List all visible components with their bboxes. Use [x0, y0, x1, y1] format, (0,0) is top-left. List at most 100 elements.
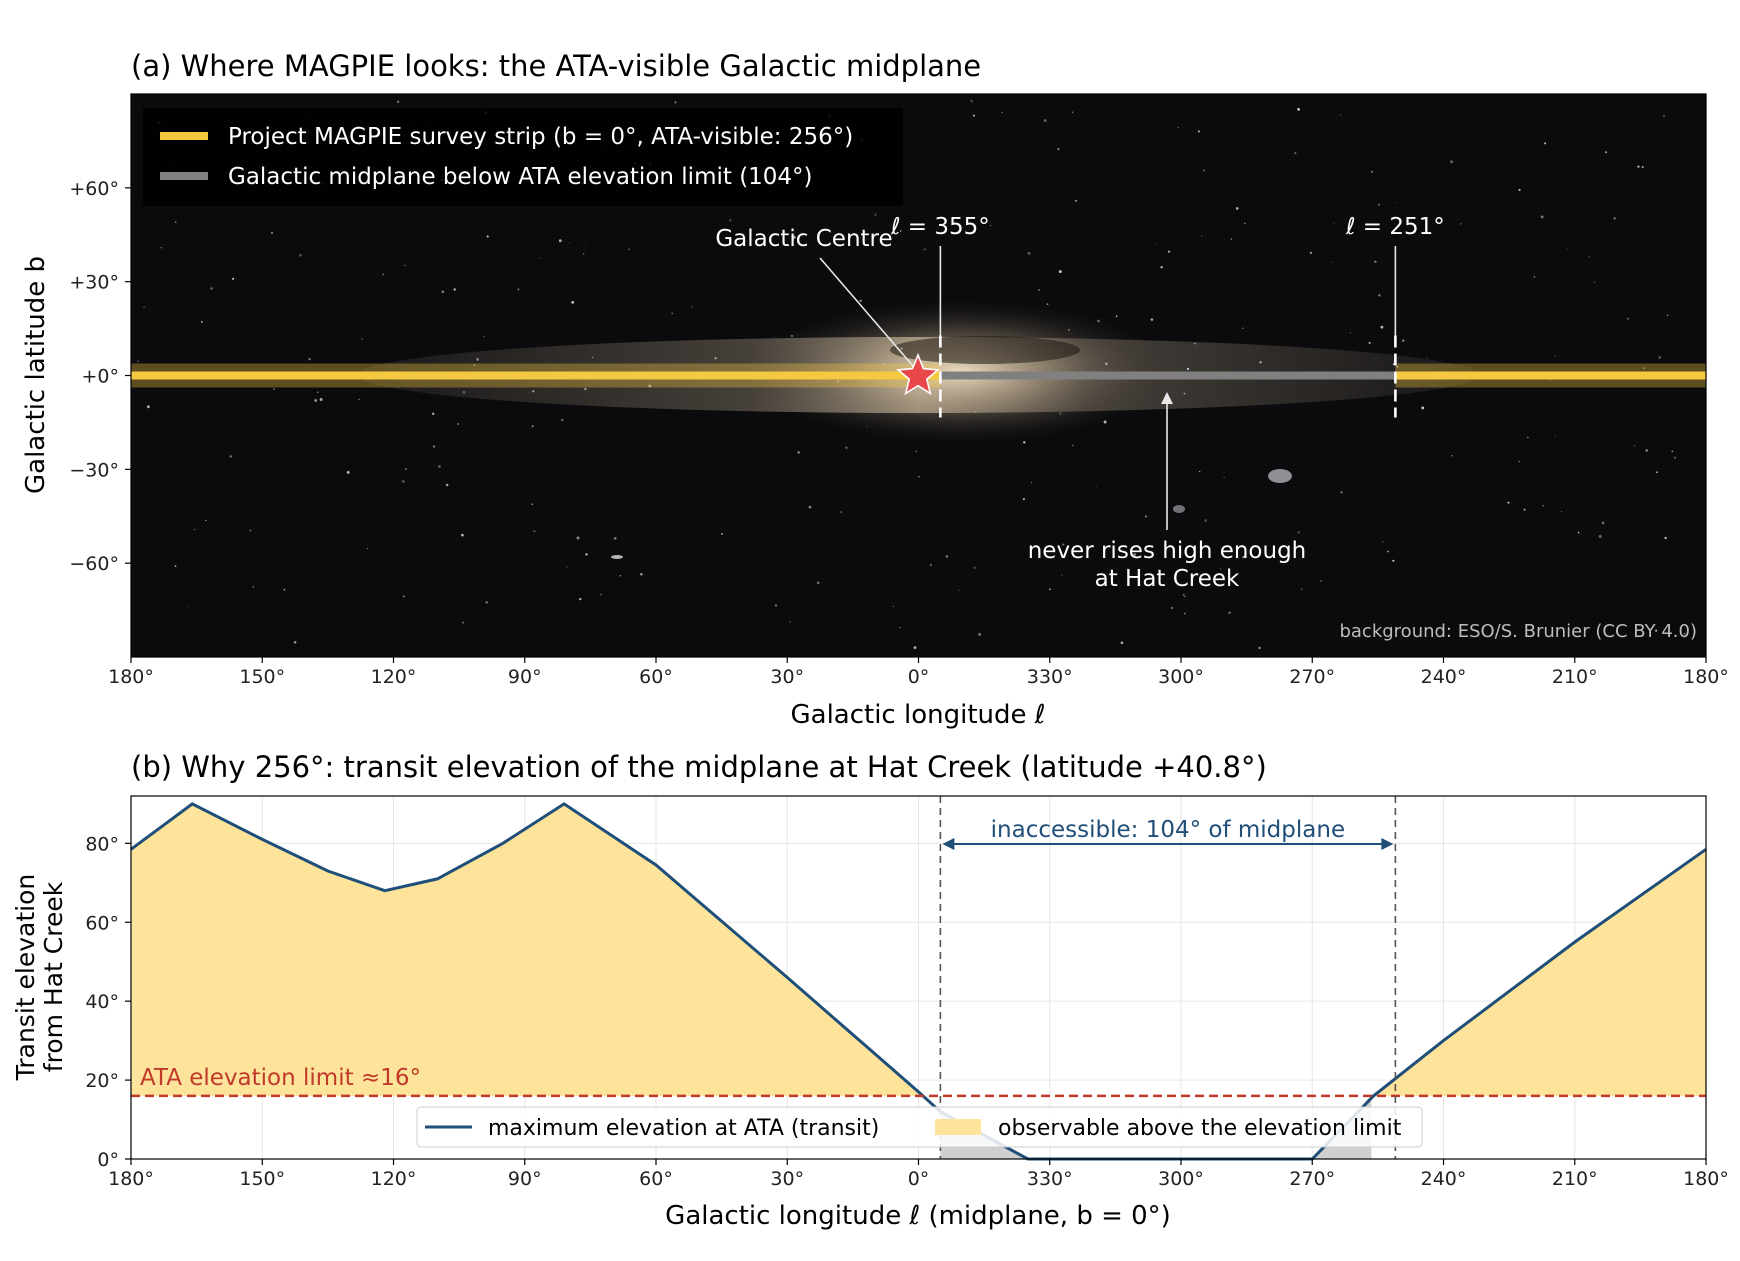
inaccessible-annotation: inaccessible: 104° of midplane: [942, 817, 1394, 850]
y-tick-label: −60°: [69, 553, 119, 575]
star: [1655, 629, 1658, 632]
star: [1038, 289, 1041, 291]
star: [1201, 235, 1203, 237]
inaccessible-arrowhead-left: [942, 838, 955, 850]
star: [453, 288, 456, 291]
never-rises-arrowhead: [1161, 392, 1173, 404]
star: [517, 288, 520, 291]
star: [486, 235, 489, 238]
star: [1518, 460, 1520, 463]
star: [174, 565, 177, 567]
star: [569, 242, 570, 244]
star: [1027, 251, 1031, 255]
panel-b-y-label-line1: Transit elevation: [11, 874, 40, 1081]
star: [990, 225, 992, 227]
x-tick-label: 270°: [1289, 666, 1335, 688]
star: [1074, 199, 1078, 202]
star: [1095, 485, 1097, 487]
star: [299, 253, 302, 257]
star: [483, 335, 485, 338]
star: [1395, 202, 1397, 204]
star: [1549, 379, 1552, 381]
star: [346, 471, 350, 474]
star: [1377, 203, 1381, 206]
star: [1656, 471, 1658, 474]
star: [1588, 256, 1590, 258]
star: [1183, 612, 1186, 615]
star: [252, 586, 255, 588]
star: [1601, 521, 1605, 525]
star: [1533, 276, 1536, 278]
star: [283, 589, 286, 591]
star: [1150, 318, 1154, 321]
star: [1658, 356, 1661, 359]
star: [188, 606, 190, 608]
star: [404, 468, 407, 471]
star: [1666, 314, 1669, 317]
star: [1049, 588, 1051, 591]
star: [790, 334, 794, 338]
y-tick-label: 80°: [85, 833, 119, 855]
y-tick-label: −30°: [69, 459, 119, 481]
star: [1300, 588, 1303, 591]
star: [1527, 436, 1529, 439]
observable-area-fill: [131, 803, 1706, 1096]
star: [1426, 357, 1428, 359]
star: [210, 287, 213, 290]
y-tick-label: 20°: [85, 1070, 119, 1092]
longitude-markers: ℓ = 355° ℓ = 251°: [890, 214, 1445, 418]
star: [874, 213, 877, 216]
galactic-centre-arrow: [819, 257, 914, 367]
star: [404, 264, 406, 266]
x-tick-label: 240°: [1421, 666, 1467, 688]
star: [714, 357, 717, 360]
star: [1451, 455, 1453, 457]
star: [674, 101, 677, 104]
star: [462, 390, 466, 394]
star: [1144, 515, 1148, 518]
star: [561, 419, 564, 422]
star: [923, 248, 926, 251]
star: [271, 232, 273, 234]
star: [592, 357, 594, 359]
star: [1059, 412, 1062, 415]
star: [1542, 504, 1544, 507]
star: [226, 585, 228, 587]
star: [1641, 165, 1644, 169]
inaccessible-arrowhead-right: [1381, 838, 1394, 850]
star: [1663, 114, 1665, 117]
star: [473, 364, 476, 366]
star: [1259, 361, 1262, 364]
legend-box: [416, 1106, 1423, 1148]
star: [970, 99, 973, 103]
star: [1671, 450, 1674, 453]
star: [1507, 501, 1510, 504]
star: [1331, 261, 1333, 263]
star: [1634, 445, 1636, 447]
x-tick-label: 330°: [1027, 666, 1073, 688]
star: [1071, 444, 1074, 447]
sky-map: ℓ = 355° ℓ = 251° Galactic Centre never r…: [130, 93, 1707, 658]
star: [1554, 355, 1556, 357]
star: [774, 604, 778, 607]
star: [600, 593, 603, 596]
star: [1642, 367, 1645, 370]
star: [1105, 362, 1108, 365]
inaccessible-label: inaccessible: 104° of midplane: [991, 817, 1345, 843]
midplane-strip: [131, 363, 1706, 388]
legend-swatch-fill: [935, 1119, 981, 1135]
star: [1605, 151, 1608, 154]
star: [957, 589, 960, 592]
star: [461, 533, 464, 537]
star: [1062, 543, 1065, 546]
star: [1349, 332, 1351, 334]
star: [1242, 327, 1244, 329]
star: [1294, 152, 1297, 155]
star: [566, 566, 568, 568]
star: [1567, 248, 1568, 250]
star: [314, 399, 318, 402]
star: [1382, 541, 1384, 543]
legend-label-hidden: Galactic midplane below ATA elevation li…: [228, 164, 813, 190]
y-tick-label: +30°: [69, 272, 119, 294]
